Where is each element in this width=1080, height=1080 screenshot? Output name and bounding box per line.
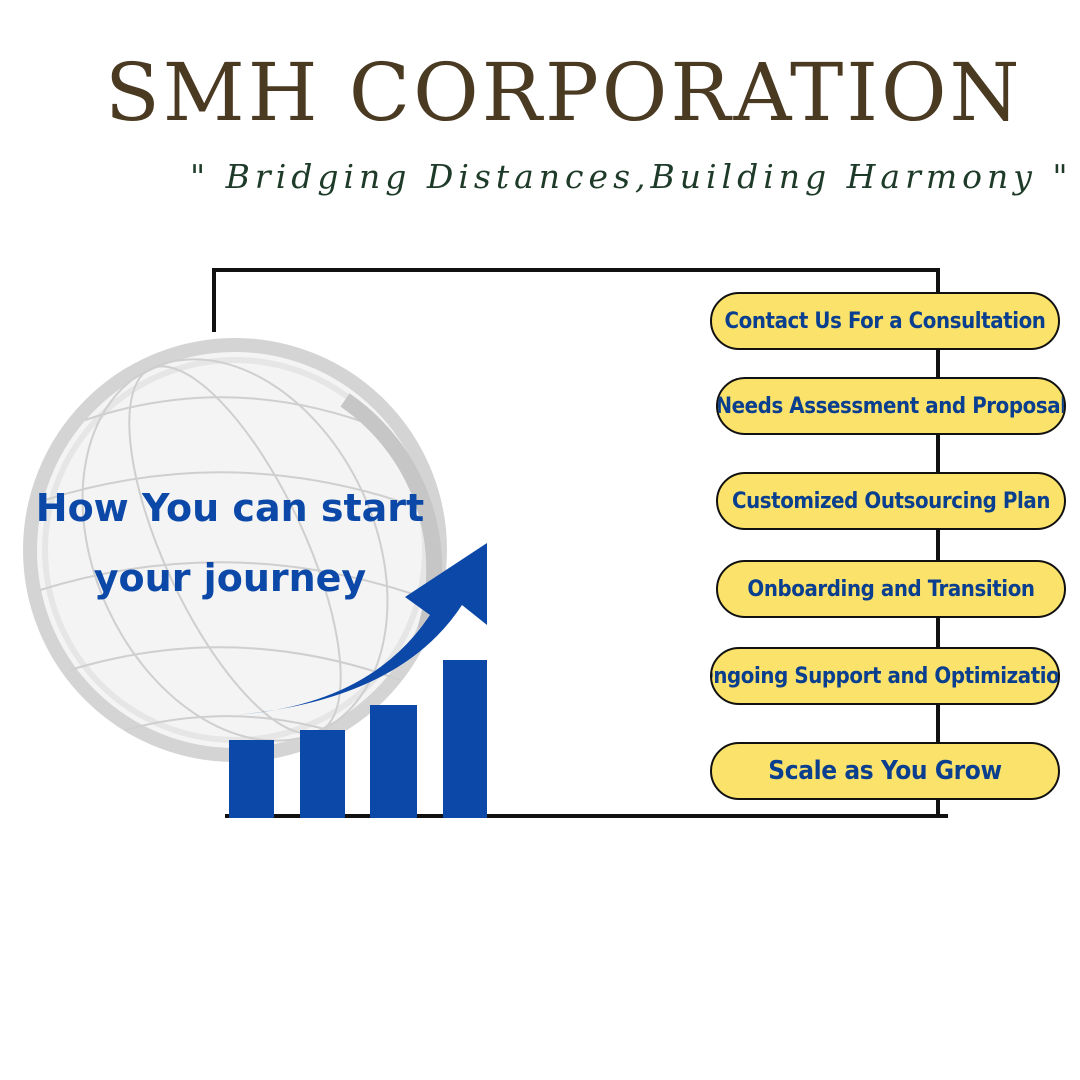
up-arrow-icon (235, 543, 487, 715)
growth-bar-4 (443, 660, 487, 818)
step-contact-consultation: Contact Us For a Consultation (710, 292, 1060, 350)
hero-line-1: How You can start (35, 486, 425, 530)
hero-line-2: your journey (93, 556, 367, 600)
tagline: " Bridging Distances,Building Harmony " (190, 157, 1073, 196)
frame-top-line (212, 268, 940, 272)
growth-bar-1 (229, 740, 274, 818)
frame-left-line (212, 268, 216, 332)
hero-headline: How You can start your journey (35, 486, 425, 600)
growth-bar-3 (370, 705, 417, 818)
growth-bar-2 (300, 730, 345, 818)
step-needs-assessment: Needs Assessment and Proposal (716, 377, 1066, 435)
step-outsourcing-plan: Customized Outsourcing Plan (716, 472, 1066, 530)
step-onboarding: Onboarding and Transition (716, 560, 1066, 618)
frame-bottom-line (225, 814, 948, 818)
step-scale-as-you-grow: Scale as You Grow (710, 742, 1060, 800)
frame-right-line (936, 268, 940, 818)
page-title: SMH CORPORATION (105, 46, 1023, 139)
growth-chart-icon (229, 543, 487, 818)
globe-icon (23, 338, 447, 762)
step-ongoing-support: Ongoing Support and Optimization (710, 647, 1060, 705)
